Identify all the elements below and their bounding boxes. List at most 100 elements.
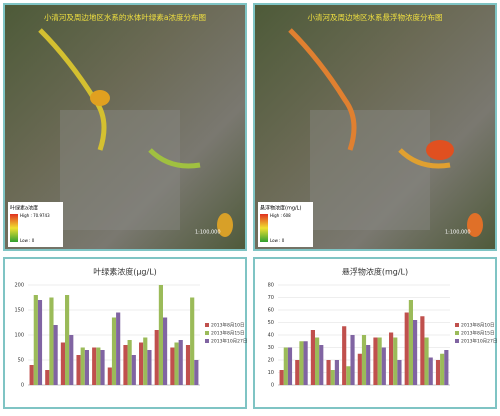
y-tick-label: 70 <box>268 295 274 301</box>
bar <box>178 340 183 385</box>
legend-label: 2013年10月27日 <box>461 338 497 345</box>
y-tick-label: 20 <box>268 358 274 364</box>
bar <box>361 335 367 385</box>
legend-label: 2013年8月10日 <box>211 322 245 329</box>
map-title: 小清河及周边地区水系的水体叶绿素a浓度分布图 <box>44 12 206 22</box>
bar <box>412 320 418 385</box>
bar <box>100 350 105 385</box>
bar <box>37 300 43 385</box>
bar <box>357 353 362 385</box>
legend-swatch <box>205 323 209 327</box>
bar <box>440 353 445 385</box>
bar <box>96 347 101 385</box>
bar <box>60 342 66 385</box>
bar <box>381 347 386 385</box>
bar <box>92 347 97 385</box>
chart-title: 悬浮物浓度(mg/L) <box>342 267 408 277</box>
bar <box>162 317 168 385</box>
legend-low: Low : 0 <box>20 238 35 243</box>
legend-swatch <box>205 339 209 343</box>
bar <box>174 342 179 385</box>
bar <box>131 355 136 385</box>
bar <box>279 370 284 385</box>
legend-swatch <box>455 331 459 335</box>
y-tick-label: 0 <box>271 383 274 389</box>
legend-high: High : 608 <box>270 213 291 218</box>
y-tick-label: 0 <box>21 383 24 389</box>
bar <box>346 366 351 385</box>
legend-label: 2013年8月15日 <box>211 330 245 337</box>
bar <box>408 300 413 385</box>
y-tick-label: 100 <box>14 333 24 339</box>
map-panel: 小清河及周边地区水系的水体叶绿素a浓度分布图 叶绿素a浓度 High : 70.… <box>3 3 247 251</box>
bar <box>111 317 117 385</box>
map-title: 小清河及周边地区水系悬浮物浓度分布图 <box>308 12 443 22</box>
bar <box>283 347 288 385</box>
bar <box>190 297 195 385</box>
bar <box>319 345 324 385</box>
bar <box>350 335 355 385</box>
y-tick-label: 60 <box>268 308 274 314</box>
y-tick-label: 80 <box>268 283 274 289</box>
legend-swatch <box>205 331 209 335</box>
bar <box>393 337 398 385</box>
chart-title: 叶绿素浓度(μg/L) <box>93 267 157 277</box>
y-tick-label: 10 <box>268 370 274 376</box>
bar <box>194 360 199 385</box>
y-tick-label: 200 <box>14 283 24 289</box>
legend-title: 叶绿素a浓度 <box>10 205 38 212</box>
bar <box>310 330 316 385</box>
legend-label: 2013年8月15日 <box>461 330 495 337</box>
legend-title: 悬浮物浓度(mg/L) <box>260 205 301 212</box>
bar <box>404 312 409 385</box>
bar <box>127 340 132 385</box>
bar <box>303 341 308 385</box>
bar <box>76 355 81 385</box>
bar <box>170 347 175 385</box>
y-tick-label: 150 <box>14 308 24 314</box>
bar <box>315 337 320 385</box>
map-panel: 小清河及周边地区水系悬浮物浓度分布图 悬浮物浓度(mg/L) High : 60… <box>253 3 497 251</box>
bar <box>299 341 304 385</box>
bar <box>107 367 112 385</box>
bar <box>80 347 85 385</box>
bar <box>377 337 382 385</box>
bar <box>139 342 144 385</box>
legend-swatch <box>455 323 459 327</box>
bar <box>53 325 58 385</box>
bar <box>420 316 425 385</box>
bar <box>389 332 394 385</box>
y-tick-label: 30 <box>268 345 274 351</box>
bar <box>373 337 378 385</box>
map-scale: 1:100,000 <box>445 230 471 236</box>
bar <box>45 370 50 385</box>
bar <box>33 295 38 385</box>
bar <box>287 347 293 385</box>
chart-frame <box>253 257 497 409</box>
bar <box>147 350 152 385</box>
legend-low: Low : 0 <box>270 238 285 243</box>
bar <box>334 360 339 385</box>
bar <box>116 312 121 385</box>
bar <box>330 370 335 385</box>
bar <box>49 297 54 385</box>
bar <box>342 326 347 385</box>
bar <box>65 295 70 385</box>
y-tick-label: 50 <box>268 320 274 326</box>
bar <box>366 345 371 385</box>
legend-swatch <box>455 339 459 343</box>
legend-high: High : 70.9743 <box>20 213 50 218</box>
y-tick-label: 40 <box>268 333 274 339</box>
bar <box>185 345 191 385</box>
bar <box>326 360 331 385</box>
bar <box>69 335 74 385</box>
bar <box>29 365 34 385</box>
bar <box>123 345 128 385</box>
map-scale: 1:100,000 <box>195 230 221 236</box>
bar <box>424 337 429 385</box>
bar <box>143 337 148 385</box>
bar <box>397 360 402 385</box>
bar <box>154 330 159 385</box>
